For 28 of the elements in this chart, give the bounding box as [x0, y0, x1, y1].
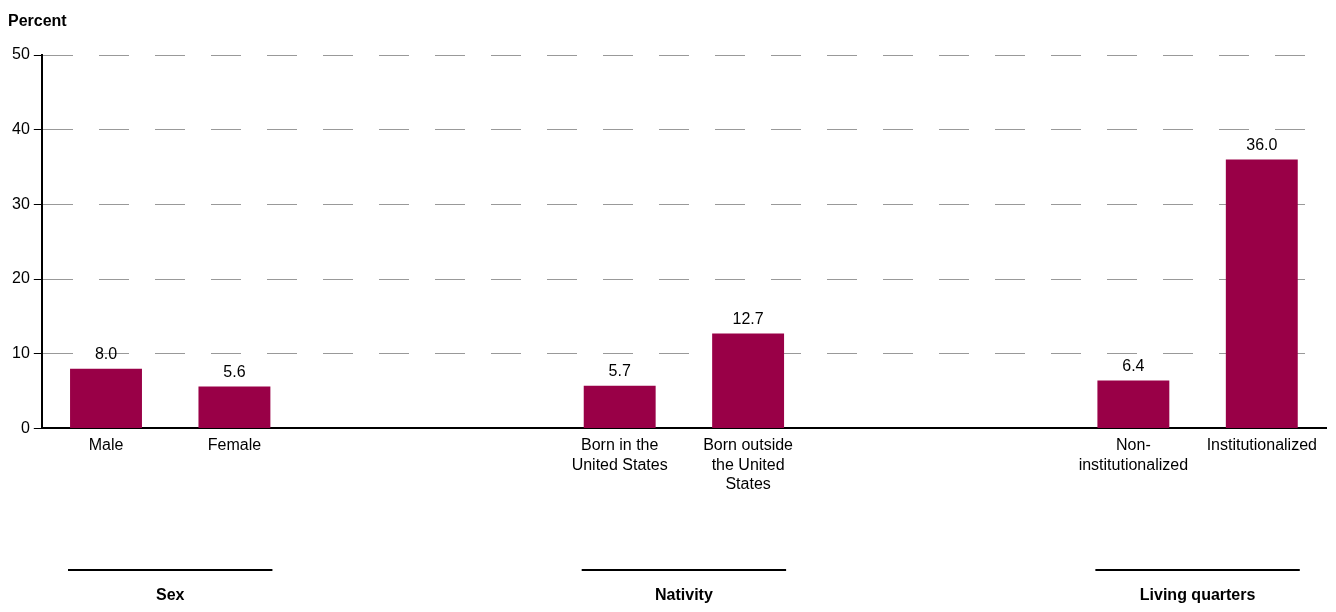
- bar: [1225, 159, 1298, 428]
- x-tick-label: Born in the United States: [571, 436, 668, 473]
- bar: [70, 368, 142, 428]
- bar: [1097, 380, 1170, 428]
- y-tick-label: 50: [12, 45, 30, 63]
- data-label: 6.4: [1122, 357, 1145, 375]
- bar: [712, 333, 785, 428]
- y-tick-label: 30: [12, 194, 30, 212]
- text: Living quarters: [1139, 586, 1256, 604]
- bar: [583, 385, 656, 428]
- y-tick-label: 0: [20, 418, 30, 436]
- x-tick-label: Institutionalized: [1206, 436, 1317, 454]
- y-tick-label: 40: [12, 120, 30, 138]
- data-label: 5.7: [608, 362, 631, 380]
- data-label: 36.0: [1246, 135, 1278, 153]
- y-tick-label: 20: [12, 269, 30, 287]
- x-tick-label: Female: [207, 436, 262, 454]
- y-axis-title: Percent: [8, 12, 68, 30]
- data-label: 5.6: [223, 362, 246, 380]
- x-tick-label: Non-institutionalized: [1078, 436, 1189, 473]
- text: Nativity: [655, 586, 713, 604]
- text: Sex: [155, 586, 185, 604]
- data-label: 12.7: [732, 309, 764, 327]
- x-tick-label: Born outside the United States: [703, 436, 794, 492]
- bar: [198, 386, 271, 428]
- x-tick-label: Male: [88, 436, 124, 454]
- y-tick-label: 10: [12, 344, 30, 362]
- data-label: 8.0: [94, 345, 118, 363]
